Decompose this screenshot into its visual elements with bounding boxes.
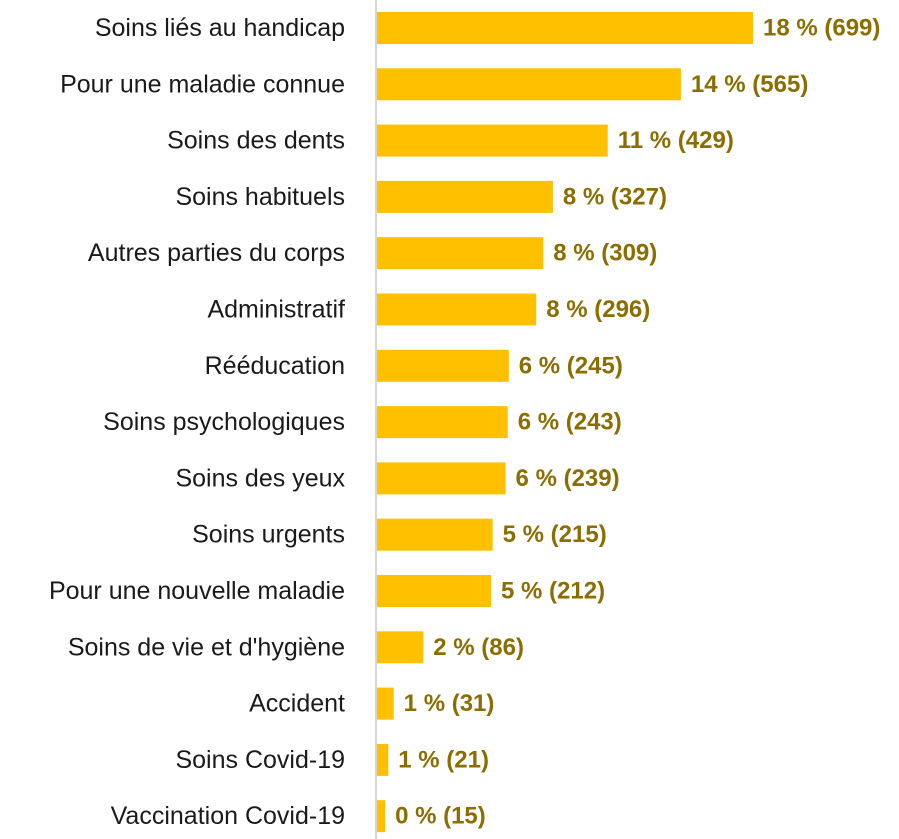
bar — [377, 518, 493, 551]
category-label: Soins des dents — [167, 127, 345, 155]
data-label: 11 % (429) — [618, 127, 734, 154]
category-label: Soins psychologiques — [103, 408, 345, 436]
bar — [377, 180, 553, 213]
data-label: 5 % (215) — [503, 521, 607, 548]
bar — [377, 631, 424, 664]
data-label: 8 % (309) — [553, 240, 657, 267]
category-label: Autres parties du corps — [88, 239, 345, 267]
category-label: Administratif — [207, 296, 345, 324]
data-label: 6 % (245) — [519, 352, 623, 379]
bar — [377, 800, 386, 833]
bar — [377, 575, 492, 607]
bars — [377, 12, 753, 833]
data-labels: 18 % (699) 14 % (565) 11 % (429) 8 % (327) 8… — [395, 15, 880, 830]
bar — [377, 406, 508, 439]
category-label: Rééducation — [205, 352, 345, 380]
category-label: Pour une nouvelle maladie — [49, 577, 345, 605]
data-label: 0 % (15) — [395, 803, 486, 830]
category-label: Soins urgents — [192, 521, 345, 549]
category-label: Soins habituels — [175, 183, 345, 211]
data-label: 8 % (296) — [546, 296, 650, 323]
data-label: 1 % (21) — [398, 746, 489, 773]
data-label: 18 % (699) — [763, 15, 880, 42]
data-label: 14 % (565) — [691, 71, 808, 98]
category-label: Soins de vie et d'hygiène — [68, 633, 345, 661]
bar — [377, 743, 389, 776]
bar — [377, 687, 394, 720]
bar — [377, 124, 608, 157]
bar — [377, 12, 753, 44]
category-label: Vaccination Covid-19 — [111, 802, 345, 830]
data-label: 6 % (239) — [516, 465, 620, 492]
bar — [377, 237, 544, 270]
category-label: Pour une maladie connue — [60, 70, 345, 98]
category-label: Accident — [249, 690, 345, 718]
bar — [377, 349, 509, 382]
category-label: Soins des yeux — [175, 464, 345, 492]
data-label: 5 % (212) — [501, 578, 605, 605]
data-label: 2 % (86) — [433, 634, 524, 661]
category-labels: Soins liés au handicap Pour une maladie c… — [49, 14, 346, 830]
category-label: Soins liés au handicap — [95, 14, 345, 42]
data-label: 8 % (327) — [563, 183, 667, 210]
data-label: 6 % (243) — [518, 409, 622, 436]
bar — [377, 293, 537, 326]
data-label: 1 % (31) — [404, 690, 495, 717]
category-label: Soins Covid-19 — [175, 746, 345, 774]
bar — [377, 68, 681, 101]
bar — [377, 462, 506, 495]
